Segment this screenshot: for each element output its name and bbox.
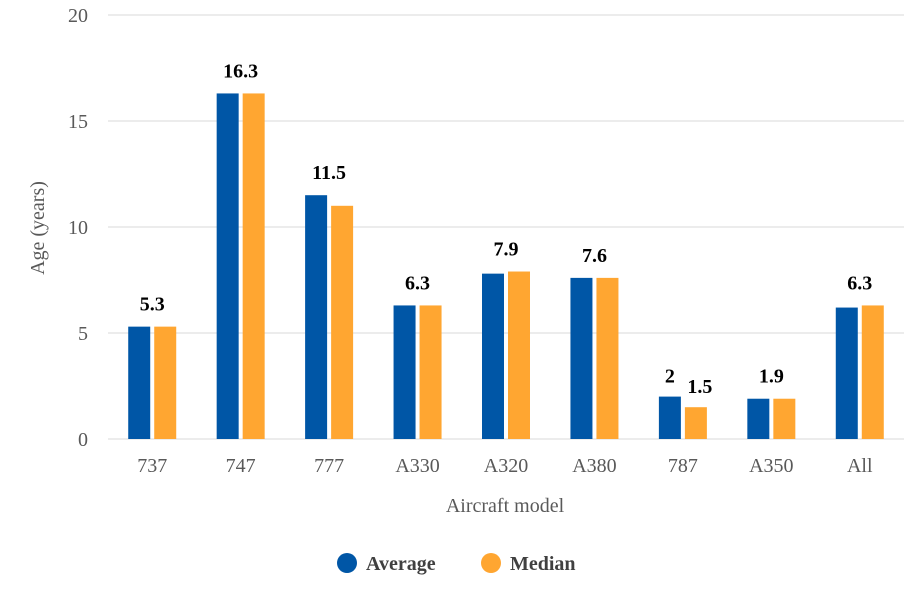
x-tick-label: 737 xyxy=(137,455,167,477)
x-tick-label: 777 xyxy=(314,455,344,477)
x-tick-label: A380 xyxy=(572,455,616,477)
bar-median-a330 xyxy=(419,305,442,439)
data-label: 1.9 xyxy=(759,366,784,388)
bar-median-737 xyxy=(154,326,177,439)
x-tick-label: A330 xyxy=(395,455,439,477)
bar-average-787 xyxy=(658,396,681,439)
bar-average-a330 xyxy=(393,305,416,439)
bar-average-a380 xyxy=(570,277,593,439)
bar-average-a320 xyxy=(482,273,504,439)
data-label: 11.5 xyxy=(312,162,346,184)
y-tick-label: 0 xyxy=(78,429,88,451)
y-tick-label: 15 xyxy=(68,111,88,133)
bar-average-737 xyxy=(128,326,151,439)
x-tick-label: All xyxy=(847,455,873,477)
y-axis-ticks: 0 5 10 15 20 xyxy=(68,5,88,451)
bar-average-all xyxy=(835,307,858,439)
bar-median-747 xyxy=(242,93,265,439)
legend-marker-median xyxy=(481,553,501,573)
y-tick-label: 10 xyxy=(68,217,88,239)
y-tick-label: 20 xyxy=(68,5,88,27)
data-label: 5.3 xyxy=(140,294,165,316)
data-labels: 5.3 16.3 11.5 6.3 7.9 7.6 2 1.5 1.9 6.3 xyxy=(140,60,873,398)
x-tick-label: A320 xyxy=(484,455,528,477)
data-label: 2 xyxy=(665,366,675,388)
x-tick-label: 747 xyxy=(226,455,256,477)
gridlines xyxy=(108,14,904,440)
bar-average-747 xyxy=(216,93,239,439)
legend-label-median: Median xyxy=(510,553,576,575)
bar-average-777 xyxy=(305,195,328,439)
bars xyxy=(128,93,884,439)
data-label: 6.3 xyxy=(405,272,430,294)
x-axis-title: Aircraft model xyxy=(446,495,565,517)
legend-label-average: Average xyxy=(366,553,436,575)
bar-median-a350 xyxy=(773,398,796,439)
y-tick-label: 5 xyxy=(78,323,88,345)
bar-median-all xyxy=(861,305,884,439)
data-label: 16.3 xyxy=(223,60,258,82)
data-label: 6.3 xyxy=(847,272,872,294)
data-label: 1.5 xyxy=(687,376,712,398)
x-tick-label: 787 xyxy=(668,455,698,477)
bar-median-a380 xyxy=(596,277,619,439)
y-axis-title: Age (years) xyxy=(27,181,49,275)
x-tick-label: A350 xyxy=(749,455,793,477)
bar-median-a320 xyxy=(508,271,530,439)
legend-marker-average xyxy=(337,553,357,573)
legend: Average Median xyxy=(337,553,576,575)
data-label: 7.6 xyxy=(582,245,607,267)
bar-median-777 xyxy=(331,205,354,439)
data-label: 7.9 xyxy=(494,239,519,261)
bar-median-787 xyxy=(684,407,707,439)
bar-average-a350 xyxy=(747,398,770,439)
x-axis-ticks: 737 747 777 A330 A320 A380 787 A350 All xyxy=(137,455,873,477)
